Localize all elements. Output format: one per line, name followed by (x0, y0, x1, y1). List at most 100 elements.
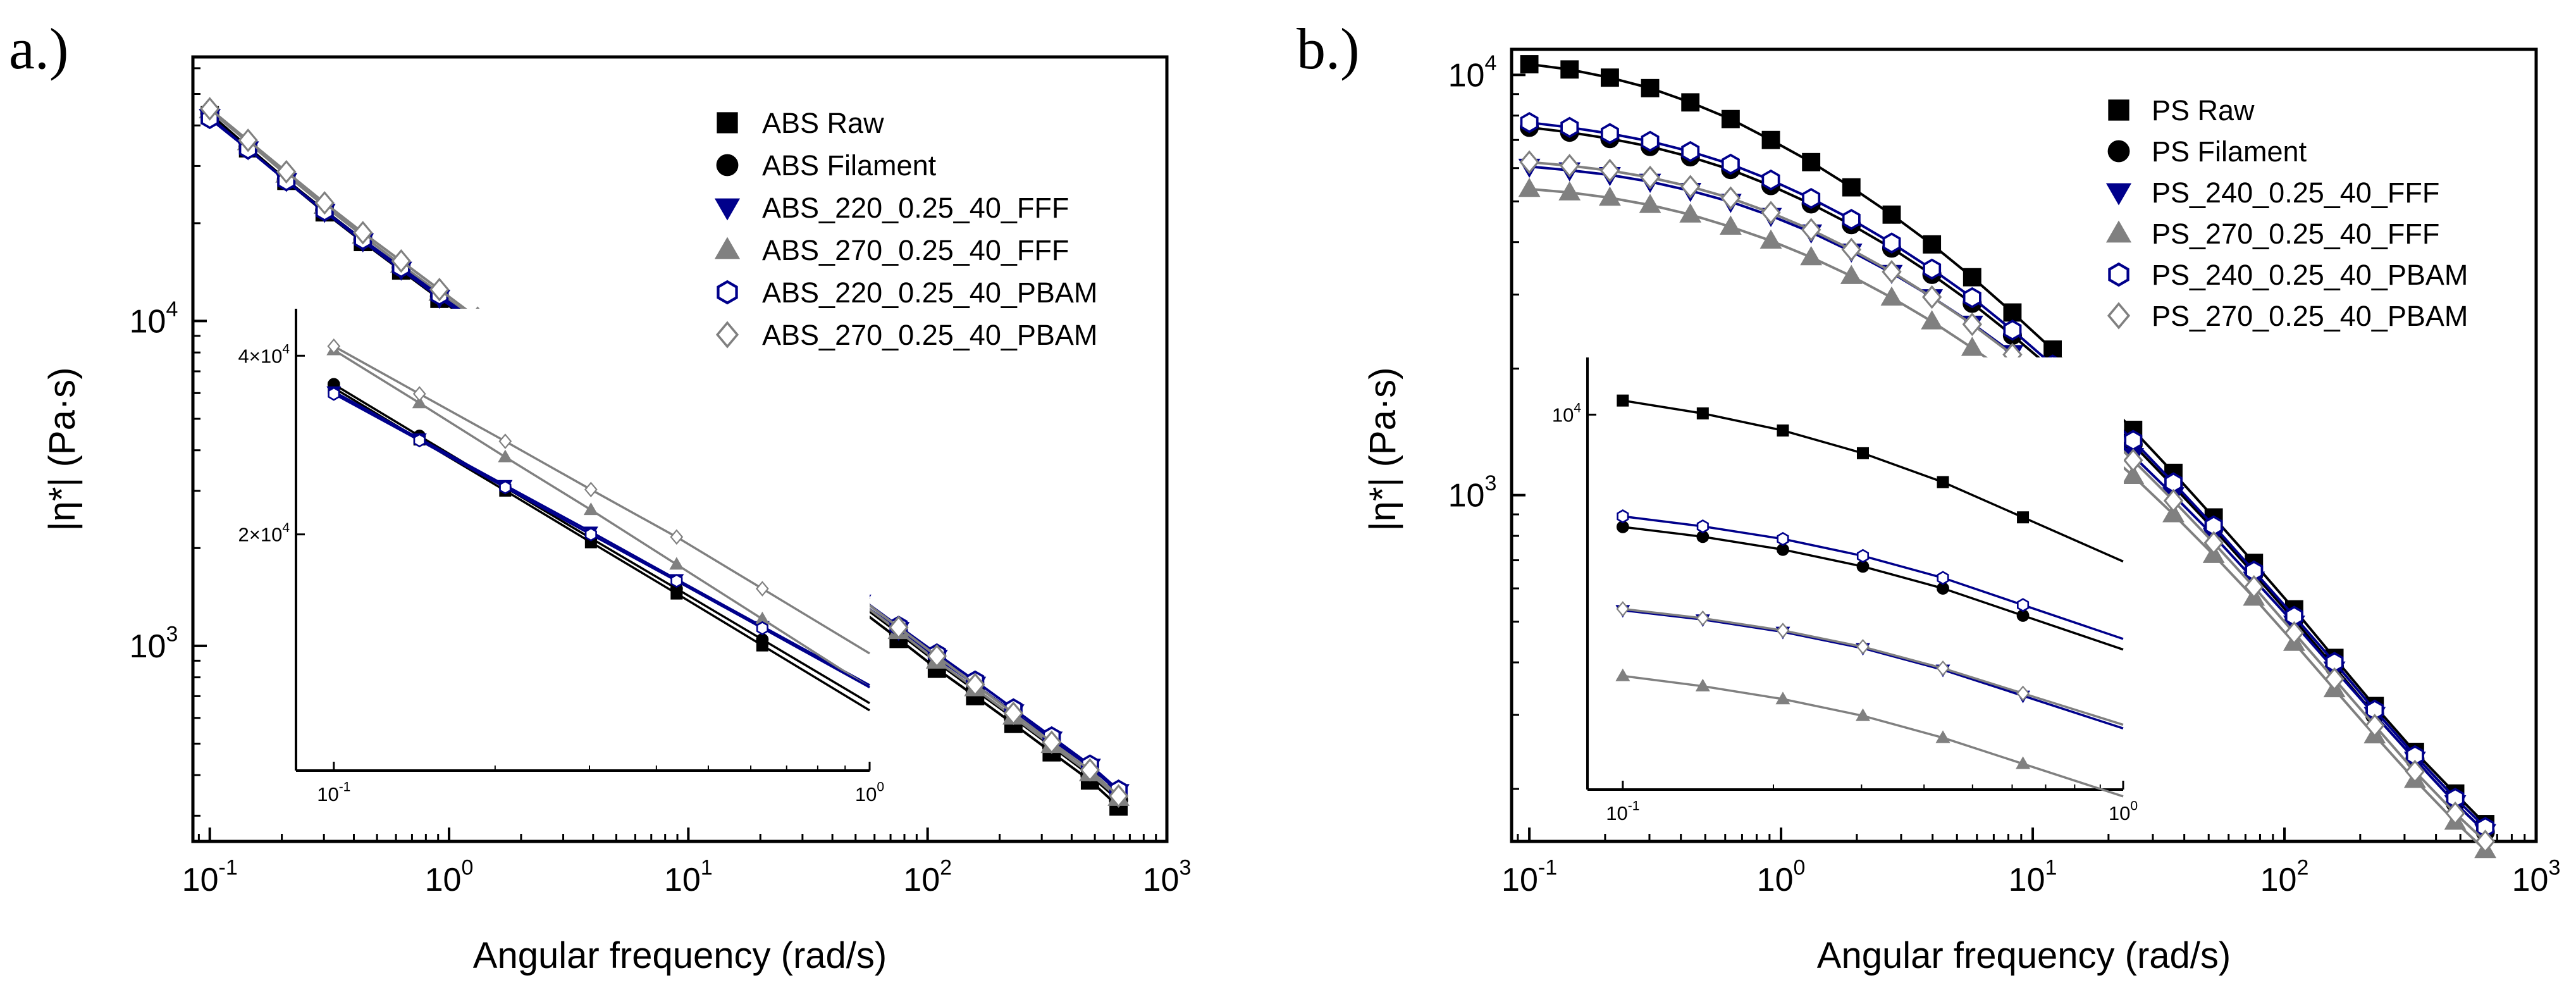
legend-item: ABS_270_0.25_40_PBAM (715, 319, 1097, 351)
y-tick-label: 104 (1448, 51, 1497, 94)
legend-label: PS_270_0.25_40_FFF (2152, 218, 2439, 250)
data-point (1721, 109, 1740, 128)
data-point (1641, 78, 1660, 97)
panel-a-inset-ticks: 10-1 100 2×104 4×104 (238, 342, 884, 805)
panel-b-y-ticks: 103 104 (1448, 51, 1525, 790)
panel-b-inset-series (1615, 394, 2124, 798)
inset-data-point (1775, 691, 1790, 705)
legend-marker (715, 321, 739, 349)
data-point (1842, 209, 1861, 230)
panel-a-x-ticks: 10-1 100 101 102 103 (182, 828, 1191, 899)
inset-data-point (1856, 447, 1869, 459)
inset-data-point (669, 557, 684, 570)
data-point (1963, 268, 1981, 287)
x-tick-label: 102 (903, 856, 952, 899)
inset-series-PS Raw (1617, 394, 2124, 563)
inset-y-tick-label: 2×104 (238, 521, 290, 546)
legend-marker (2108, 262, 2129, 287)
legend-item: ABS Filament (716, 149, 937, 182)
inset-data-point (1855, 708, 1870, 721)
data-point (429, 277, 450, 302)
inset-data-point (1616, 601, 1630, 617)
data-point (1841, 237, 1861, 262)
legend-label: ABS Filament (762, 149, 937, 182)
data-point (1600, 123, 1619, 144)
x-tick-label: 10-1 (1501, 856, 1557, 899)
data-point (1801, 218, 1821, 242)
legend-label: ABS Raw (762, 107, 884, 139)
data-point (1640, 165, 1660, 190)
legend-marker (714, 237, 741, 259)
y-tick-label: 103 (130, 622, 178, 665)
inset-data-point (1856, 549, 1870, 563)
legend-label: PS_240_0.25_40_FFF (2152, 177, 2439, 209)
data-point (2445, 801, 2465, 826)
y-tick-label: 103 (1448, 471, 1497, 514)
legend-marker (717, 280, 738, 305)
data-point (927, 644, 947, 668)
data-point (1560, 60, 1579, 79)
legend-marker (717, 112, 738, 133)
legend-marker (2107, 140, 2130, 163)
data-point (1802, 152, 1821, 171)
data-point (2122, 464, 2145, 485)
data-point (1882, 205, 1901, 224)
inset-data-point (412, 386, 426, 402)
data-point (1518, 177, 1541, 197)
inset-data-point (1776, 623, 1790, 638)
inset-data-point (1937, 571, 1949, 585)
data-point (1802, 188, 1821, 209)
inset-series-ABS_270_0.25_40_FFF (326, 342, 870, 689)
data-point (1519, 150, 1539, 174)
inset-data-point (2016, 685, 2030, 702)
data-point (1923, 258, 1942, 280)
inset-data-point (2017, 511, 2030, 524)
data-point (1639, 194, 1661, 213)
inset-data-point (584, 481, 598, 498)
data-point (1042, 730, 1062, 754)
legend-label: ABS_220_0.25_40_PBAM (762, 276, 1097, 309)
data-point (1598, 186, 1621, 206)
panel-b-series (1518, 55, 2497, 859)
data-point (2003, 319, 2022, 341)
data-point (1840, 264, 1863, 284)
inset-y-tick-label: 4×104 (238, 342, 290, 368)
legend-marker (2105, 220, 2132, 243)
inset-y-tick-label: 104 (1552, 401, 1581, 426)
inset-data-point (2017, 598, 2030, 612)
data-point (199, 97, 220, 121)
data-point (1719, 215, 1742, 235)
data-point (889, 615, 909, 640)
panel-a-legend: ABS Raw ABS Filament ABS_220_0.25_40_FFF… (714, 107, 1097, 351)
legend-label: PS_270_0.25_40_PBAM (2152, 300, 2468, 332)
legend-item: ABS_220_0.25_40_PBAM (717, 276, 1097, 309)
legend-label: ABS_270_0.25_40_FFF (762, 234, 1069, 266)
panel-a-inset: 10-1 100 2×104 4×104 (238, 309, 884, 805)
legend-marker (714, 198, 741, 221)
legend-marker (716, 154, 739, 177)
data-point (1921, 285, 1942, 309)
inset-data-point (499, 480, 512, 495)
inset-data-point (1856, 639, 1870, 655)
inset-data-point (670, 574, 683, 588)
inset-data-point (498, 433, 512, 449)
x-tick-label: 100 (1757, 856, 1806, 899)
inset-data-point (1617, 394, 1629, 407)
data-point (276, 159, 297, 184)
data-point (1761, 169, 1780, 191)
inset-data-point (1695, 678, 1710, 691)
data-point (2124, 430, 2143, 451)
data-point (1108, 784, 1129, 808)
data-point (2405, 759, 2425, 784)
legend-item: PS_240_0.25_40_PBAM (2108, 259, 2468, 291)
data-point (2244, 574, 2264, 599)
panel-b-legend: PS Raw PS Filament PS_240_0.25_40_FFF PS… (2105, 94, 2468, 332)
data-point (1761, 201, 1781, 225)
inset-x-tick-label: 10-1 (317, 779, 350, 805)
inset-data-point (1935, 730, 1950, 743)
panel-b-y-axis-title: |η*| (Pa·s) (1362, 368, 1403, 531)
panel-b-x-ticks: 10-1 100 101 102 103 (1501, 828, 2560, 898)
legend-item: PS_270_0.25_40_FFF (2105, 218, 2439, 250)
inset-series-ABS_270_0.25_40_PBAM (327, 338, 870, 655)
inset-data-point (583, 502, 598, 516)
